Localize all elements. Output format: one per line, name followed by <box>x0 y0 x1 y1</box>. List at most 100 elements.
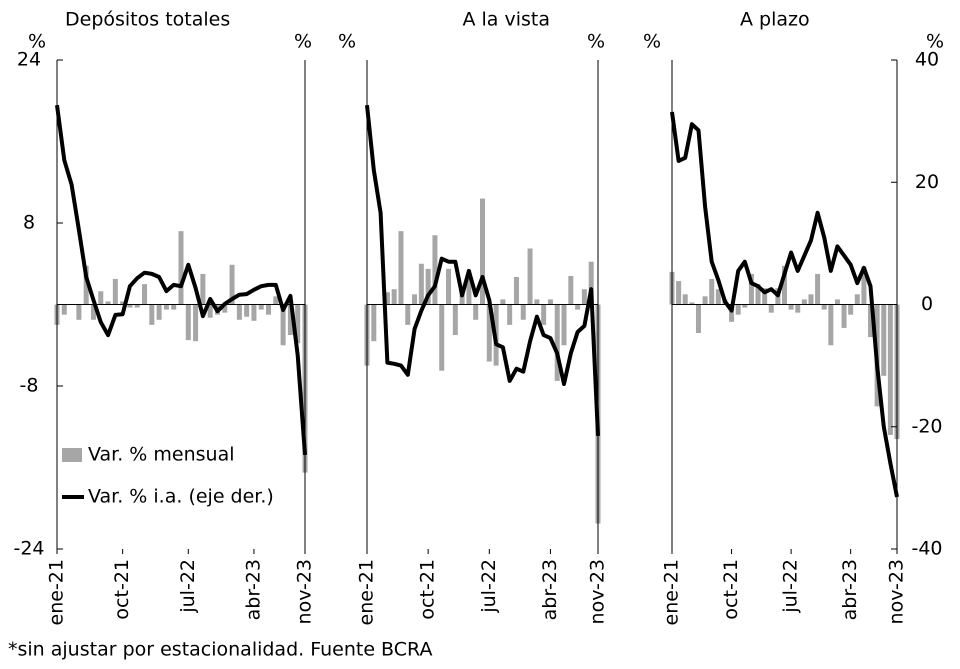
bar <box>405 304 411 325</box>
bar <box>251 304 257 321</box>
bar <box>527 248 533 305</box>
bar <box>588 261 594 305</box>
bar <box>768 304 774 313</box>
y-unit: % <box>338 31 356 53</box>
bar <box>127 304 133 308</box>
bar <box>520 304 526 320</box>
y-tick-label: -8 <box>20 375 39 397</box>
bar <box>709 279 715 305</box>
x-tick-label: abr-23 <box>839 559 861 620</box>
bar <box>581 289 587 305</box>
x-tick-label: oct-21 <box>720 559 742 620</box>
bar <box>244 304 250 317</box>
bar <box>207 304 213 318</box>
bar <box>480 198 485 305</box>
bar <box>547 299 553 305</box>
bar <box>171 304 177 310</box>
bar <box>507 304 513 325</box>
bar <box>534 299 540 305</box>
bar <box>466 273 472 305</box>
bar <box>149 304 155 325</box>
bar <box>676 281 682 305</box>
y-tick-label: 24 <box>17 49 41 71</box>
bar <box>868 304 874 338</box>
bar <box>748 273 754 305</box>
bar <box>821 304 827 310</box>
x-tick-label: ene-21 <box>46 559 68 625</box>
bar <box>575 304 581 310</box>
bar <box>273 296 279 305</box>
bar <box>266 304 272 315</box>
y2-tick-label: 20 <box>915 171 939 193</box>
y2-unit: % <box>926 31 944 53</box>
bar <box>229 264 235 305</box>
bar <box>391 289 397 305</box>
bar <box>689 302 695 305</box>
x-tick-label: abr-23 <box>539 559 561 620</box>
bar <box>682 294 688 305</box>
y2-tick-label: 40 <box>915 49 939 71</box>
y2-tick-label: -40 <box>911 538 942 560</box>
bar <box>561 304 567 346</box>
bar <box>795 304 801 313</box>
bar <box>801 299 807 305</box>
bar <box>452 304 458 336</box>
panel-title: Depósitos totales <box>65 9 230 31</box>
bar <box>295 304 301 344</box>
bar <box>762 288 768 305</box>
bar <box>841 304 847 328</box>
panel-title: A la vista <box>462 9 550 31</box>
bar <box>854 294 860 305</box>
bar <box>568 275 574 305</box>
x-tick-label: jul-22 <box>780 559 802 614</box>
bar <box>782 265 787 305</box>
bar <box>105 301 111 305</box>
y-tick-label: -24 <box>13 538 44 560</box>
bar <box>83 265 89 305</box>
x-tick-label: nov-23 <box>886 559 908 624</box>
x-tick-label: abr-23 <box>242 559 264 620</box>
y-unit: % <box>28 31 46 53</box>
bar <box>163 304 169 310</box>
bar <box>156 304 162 320</box>
bar <box>98 291 104 305</box>
bar <box>398 231 404 305</box>
bar <box>134 304 140 308</box>
y2-unit: % <box>294 31 312 53</box>
x-tick-label: oct-21 <box>417 559 439 620</box>
bar <box>76 304 82 320</box>
x-tick-label: nov-23 <box>587 559 609 624</box>
bar <box>473 304 479 320</box>
bar <box>439 304 445 371</box>
x-tick-label: jul-22 <box>478 559 500 614</box>
footnote: *sin ajustar por estacionalidad. Fuente … <box>8 639 432 661</box>
line-series <box>365 104 600 436</box>
bar <box>61 304 67 315</box>
bar <box>695 304 701 334</box>
bar <box>788 304 794 310</box>
y2-unit: % <box>587 31 605 53</box>
bar <box>200 273 206 305</box>
bar <box>258 304 264 310</box>
bar <box>90 304 96 320</box>
x-tick-label: ene-21 <box>356 559 378 625</box>
x-tick-label: jul-22 <box>177 559 199 614</box>
bar <box>384 292 390 305</box>
bar <box>178 231 184 305</box>
bar <box>735 304 741 315</box>
legend-label: Var. % i.a. (eje der.) <box>88 486 274 508</box>
bar <box>432 235 438 305</box>
bar <box>500 299 506 305</box>
bar <box>755 284 761 305</box>
y-unit: % <box>643 31 661 53</box>
bar <box>808 294 814 305</box>
line-series <box>55 104 307 456</box>
legend-swatch <box>62 448 82 462</box>
x-tick-label: ene-21 <box>661 559 683 625</box>
bar <box>222 304 228 313</box>
x-tick-label: nov-23 <box>294 559 316 624</box>
bar <box>828 304 834 346</box>
line-series <box>670 111 899 498</box>
bar <box>446 268 452 305</box>
